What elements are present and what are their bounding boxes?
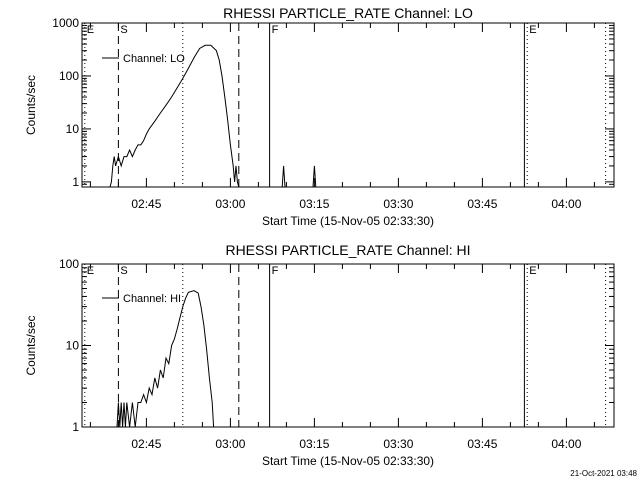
x-axis-label: Start Time (15-Nov-05 02:33:30)	[262, 454, 434, 468]
event-marker-label: E	[87, 265, 94, 277]
legend-entry: Channel: HI	[123, 293, 181, 305]
event-marker-label: F	[272, 265, 279, 277]
y-tick-label: 100	[59, 257, 79, 271]
x-tick-label: 03:30	[383, 197, 413, 211]
chart-title: RHESSI PARTICLE_RATE Channel: HI	[225, 242, 470, 258]
y-tick-label: 1000	[52, 16, 79, 30]
series-line	[109, 44, 317, 188]
y-tick-label: 100	[59, 69, 79, 83]
y-tick-label: 10	[66, 122, 80, 136]
lo-channel-panel: RHESSI PARTICLE_RATE Channel: LO 1 10 100 10…	[24, 5, 615, 228]
x-tick-label: 03:15	[299, 437, 329, 451]
x-tick-label: 04:00	[551, 197, 581, 211]
event-marker-label: S	[120, 265, 127, 277]
y-tick-label: 1	[72, 175, 79, 189]
event-marker-label: E	[529, 265, 536, 277]
x-tick-label: 03:45	[467, 197, 497, 211]
y-tick-label: 1	[72, 420, 79, 434]
x-tick-label: 03:30	[383, 437, 413, 451]
y-tick-label: 10	[66, 339, 80, 353]
generation-timestamp: 21-Oct-2021 03:48	[570, 469, 637, 478]
legend-entry: Channel: LO	[123, 53, 185, 65]
hi-channel-panel: RHESSI PARTICLE_RATE Channel: HI 1 10 100 Co…	[24, 242, 615, 468]
chart-title: RHESSI PARTICLE_RATE Channel: LO	[223, 5, 473, 21]
plot-frame	[81, 263, 615, 428]
x-tick-label: 04:00	[551, 437, 581, 451]
x-tick-label: 03:15	[299, 197, 329, 211]
x-axis-label: Start Time (15-Nov-05 02:33:30)	[262, 214, 434, 228]
event-marker-label: E	[87, 24, 94, 36]
y-axis-label: Counts/sec	[24, 75, 38, 135]
event-marker-label: E	[529, 24, 536, 36]
plot-frame	[81, 22, 615, 188]
x-tick-label: 03:00	[215, 197, 245, 211]
event-marker-label: S	[120, 24, 127, 36]
series-line	[116, 290, 215, 428]
x-tick-label: 03:45	[467, 437, 497, 451]
event-marker-label: F	[272, 24, 279, 36]
x-tick-label: 02:45	[131, 437, 161, 451]
y-axis-label: Counts/sec	[24, 315, 38, 375]
x-tick-label: 03:00	[215, 437, 245, 451]
x-tick-label: 02:45	[131, 197, 161, 211]
